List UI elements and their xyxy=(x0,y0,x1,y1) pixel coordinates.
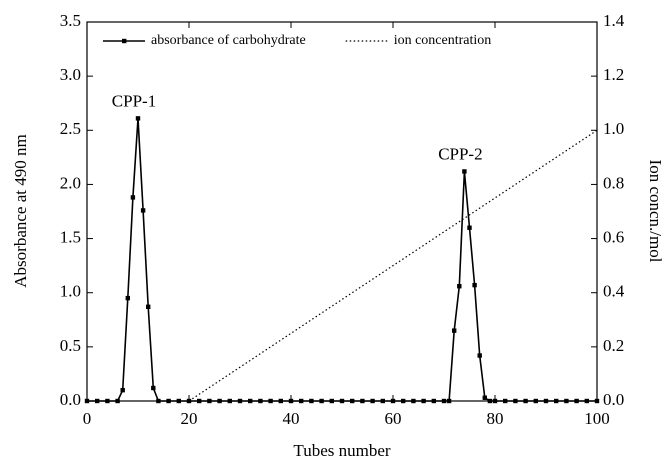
y-tick-label: 3.5 xyxy=(60,11,81,30)
x-axis-label: Tubes number xyxy=(293,441,390,460)
y-tick-label: 0.5 xyxy=(60,336,81,355)
data-point xyxy=(248,398,253,404)
data-point xyxy=(487,398,493,404)
legend-marker xyxy=(122,38,127,44)
data-point xyxy=(258,398,263,404)
data-point xyxy=(467,225,472,230)
data-point xyxy=(441,398,447,404)
data-point xyxy=(380,398,385,404)
data-point xyxy=(176,398,181,404)
data-point xyxy=(329,398,334,404)
data-point xyxy=(207,398,212,404)
data-point xyxy=(237,398,243,404)
legend-label: absorbance of carbohydrate xyxy=(151,33,306,48)
data-point xyxy=(554,398,559,404)
data-point xyxy=(564,398,569,404)
x-tick-label: 40 xyxy=(283,409,300,428)
data-point xyxy=(513,398,518,404)
data-point xyxy=(482,395,487,400)
x-tick-label: 80 xyxy=(487,409,504,428)
data-point xyxy=(446,398,452,404)
data-point xyxy=(492,398,498,404)
peak-annotation: CPP-2 xyxy=(438,144,482,163)
data-point xyxy=(130,195,136,200)
y2-tick-label: 0.6 xyxy=(603,227,624,246)
y-tick-label: 0.0 xyxy=(60,390,81,409)
plot-frame xyxy=(86,21,598,402)
data-point xyxy=(452,328,457,333)
data-point xyxy=(477,353,482,358)
data-point xyxy=(115,398,120,404)
data-point xyxy=(309,398,314,404)
y2-tick-label: 1.4 xyxy=(603,11,625,30)
data-point xyxy=(462,169,467,174)
data-point xyxy=(268,398,273,404)
data-point xyxy=(217,398,222,404)
y2-tick-label: 0.4 xyxy=(603,282,625,301)
y-axis-label: Absorbance at 490 nm xyxy=(11,134,30,287)
data-point xyxy=(135,116,141,121)
data-point xyxy=(146,304,151,309)
data-point xyxy=(472,282,477,288)
data-point xyxy=(197,398,202,404)
data-point xyxy=(574,398,579,404)
y-tick-label: 2.5 xyxy=(60,119,81,138)
data-point xyxy=(390,398,396,404)
data-point xyxy=(401,398,406,404)
data-point xyxy=(431,398,436,404)
data-point xyxy=(95,398,100,404)
y2-tick-label: 1.0 xyxy=(603,119,624,138)
data-point xyxy=(166,398,171,404)
data-point xyxy=(360,398,365,404)
series-line xyxy=(188,129,598,402)
data-point xyxy=(125,295,130,301)
data-point xyxy=(370,398,375,404)
series-line xyxy=(87,118,597,402)
x-tick-label: 100 xyxy=(584,409,610,428)
data-point xyxy=(339,398,345,404)
data-point xyxy=(278,398,283,404)
y-tick-label: 2.0 xyxy=(60,173,81,192)
data-point xyxy=(299,398,304,404)
x-tick-label: 0 xyxy=(83,409,92,428)
data-point xyxy=(533,398,538,404)
data-point xyxy=(421,398,426,404)
data-point xyxy=(457,284,462,289)
y2-tick-label: 0.0 xyxy=(603,390,624,409)
data-point xyxy=(288,398,294,404)
data-point xyxy=(350,398,355,404)
y-tick-label: 1.0 xyxy=(60,282,81,301)
y-tick-label: 3.0 xyxy=(60,65,81,84)
data-point xyxy=(227,398,232,404)
legend-label: ion concentration xyxy=(394,33,492,48)
data-point xyxy=(151,385,156,391)
y2-tick-label: 0.8 xyxy=(603,173,624,192)
data-point xyxy=(120,387,125,393)
data-point xyxy=(105,398,110,404)
data-point xyxy=(503,398,508,404)
y2-axis-label: Ion concn./mol xyxy=(646,160,665,263)
data-point xyxy=(84,398,90,404)
data-point xyxy=(584,398,589,404)
x-tick-label: 60 xyxy=(385,409,402,428)
data-point xyxy=(523,398,528,404)
data-point xyxy=(140,208,146,213)
data-point xyxy=(411,398,416,404)
peak-annotation: CPP-1 xyxy=(112,91,156,110)
y2-tick-label: 1.2 xyxy=(603,65,624,84)
x-tick-label: 20 xyxy=(181,409,198,428)
data-point xyxy=(594,398,600,404)
y2-tick-label: 0.2 xyxy=(603,336,624,355)
data-point xyxy=(543,398,549,404)
y-tick-label: 1.5 xyxy=(60,227,81,246)
data-point xyxy=(156,398,161,404)
data-point xyxy=(319,398,324,404)
